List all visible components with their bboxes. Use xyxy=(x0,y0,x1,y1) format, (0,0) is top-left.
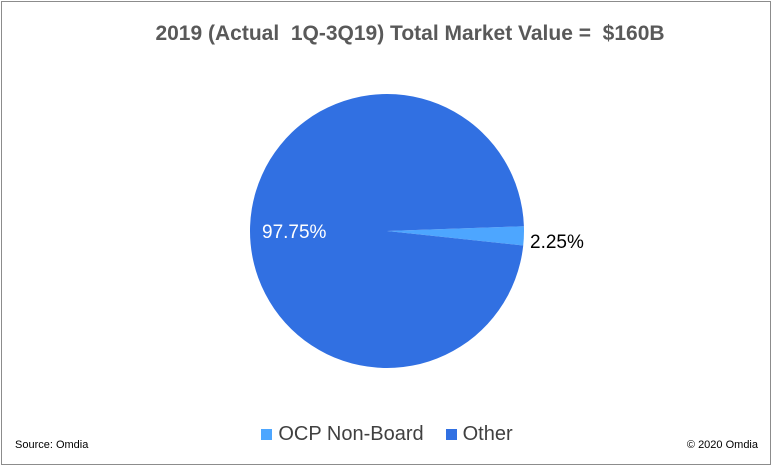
legend-item-ocp-non-board: OCP Non-Board xyxy=(261,423,424,446)
source-note: Source: Omdia xyxy=(15,439,89,451)
legend-swatch-ocp-non-board xyxy=(261,429,273,440)
chart-title: 2019 (Actual 1Q-3Q19) Total Market Value… xyxy=(155,22,665,45)
data-label-ocp-non-board: 2.25% xyxy=(530,232,584,253)
copyright-note: © 2020 Omdia xyxy=(686,439,758,451)
pie-slice-other xyxy=(250,94,524,368)
legend: OCP Non-Board Other xyxy=(0,423,774,446)
legend-label-ocp-non-board: OCP Non-Board xyxy=(278,423,424,445)
pie-slice-ocp-non-board xyxy=(387,226,524,246)
legend-label-other: Other xyxy=(462,423,513,445)
legend-item-other: Other xyxy=(445,423,513,446)
data-label-other: 97.75% xyxy=(262,222,327,243)
legend-swatch-other xyxy=(445,429,457,440)
